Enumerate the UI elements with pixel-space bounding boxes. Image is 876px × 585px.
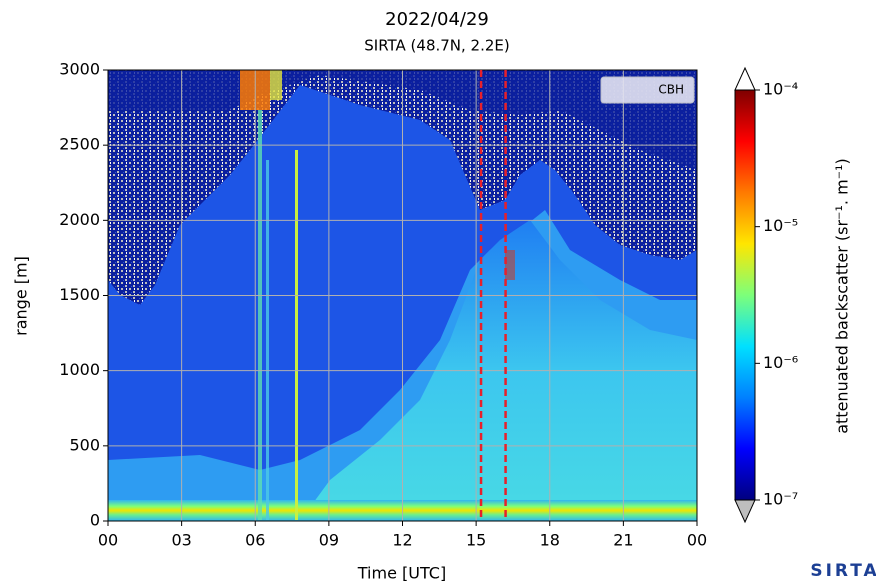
y-axis-label: range [m]	[12, 256, 31, 336]
colorbar-frame	[734, 89, 756, 501]
x-tick-label: 18	[540, 531, 560, 550]
colorbar	[735, 90, 755, 500]
x-tick-label: 09	[319, 531, 339, 550]
x-tick-label: 21	[613, 531, 633, 550]
x-tick-label: 06	[245, 531, 265, 550]
colorbar-under	[734, 499, 756, 524]
colorbar-label: attenuated backscatter (sr⁻¹. m⁻¹)	[833, 158, 852, 434]
y-tick-label: 500	[69, 435, 100, 454]
colorbar-tick-label: 10⁻⁵	[763, 216, 798, 235]
colorbar-tick-label: 10⁻⁴	[763, 80, 798, 99]
colorbar-over	[734, 66, 756, 91]
colorbar-tick-label: 10⁻⁶	[763, 353, 798, 372]
colorbar-tick-label: 10⁻⁷	[763, 490, 798, 509]
chart-title: 2022/04/29	[385, 9, 489, 30]
y-tick-label: 1000	[59, 360, 100, 379]
logo: SIRTA	[810, 561, 876, 581]
x-tick-label: 03	[171, 531, 191, 550]
legend-box	[600, 76, 695, 104]
chart-subtitle: SIRTA (48.7N, 2.2E)	[364, 37, 510, 55]
y-tick-label: 3000	[59, 60, 100, 79]
y-tick-label: 2000	[59, 210, 100, 229]
x-axis-label: Time [UTC]	[357, 564, 446, 583]
x-tick-label: 12	[392, 531, 412, 550]
x-tick-label: 00	[98, 531, 118, 550]
y-tick-label: 2500	[59, 135, 100, 154]
x-tick-label: 00	[687, 531, 707, 550]
y-tick-label: 1500	[59, 285, 100, 304]
y-tick-label: 0	[90, 511, 100, 530]
x-tick-label: 15	[466, 531, 486, 550]
legend-label: CBH	[658, 83, 684, 97]
